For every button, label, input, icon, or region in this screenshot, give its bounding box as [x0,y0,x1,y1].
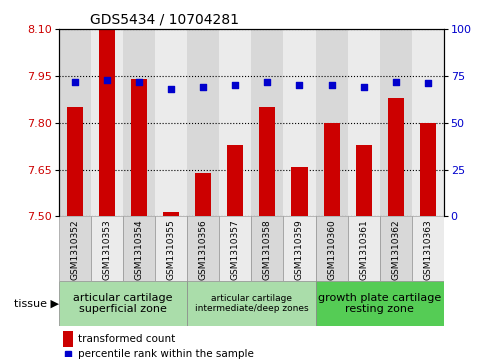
Point [199,84,207,90]
Bar [59,29,91,216]
Point [231,82,239,88]
Bar [251,216,283,281]
Point [167,86,176,92]
Text: GSM1310352: GSM1310352 [70,220,80,280]
Bar [348,216,380,281]
Text: GSM1310362: GSM1310362 [391,220,400,280]
Bar [131,79,147,216]
Bar [316,281,444,326]
Bar [67,107,83,216]
Bar [59,216,91,281]
Point [327,82,335,88]
Bar [283,216,316,281]
Point [71,79,79,85]
Text: percentile rank within the sample: percentile rank within the sample [78,349,254,359]
Point [391,79,399,85]
Bar [251,29,283,216]
Bar [91,216,123,281]
Bar [387,98,404,216]
Text: GSM1310357: GSM1310357 [231,220,240,281]
Text: GDS5434 / 10704281: GDS5434 / 10704281 [90,12,239,26]
Bar [283,29,316,216]
Bar [187,216,219,281]
Bar [195,173,211,216]
Text: GSM1310354: GSM1310354 [135,220,144,280]
Text: GSM1310358: GSM1310358 [263,220,272,281]
Bar [187,29,219,216]
Bar [316,29,348,216]
Bar [123,216,155,281]
Text: growth plate cartilage
resting zone: growth plate cartilage resting zone [318,293,441,314]
Bar [412,29,444,216]
Bar [380,216,412,281]
Bar [155,29,187,216]
Text: GSM1310360: GSM1310360 [327,220,336,281]
Text: transformed count: transformed count [78,334,176,344]
Bar [63,331,72,347]
Text: GSM1310353: GSM1310353 [103,220,112,281]
Bar [227,144,244,216]
Point [103,77,111,82]
Text: GSM1310361: GSM1310361 [359,220,368,281]
Bar [219,29,251,216]
Bar [59,281,187,326]
Point [359,84,367,90]
Point [263,79,271,85]
Bar [316,216,348,281]
Bar [91,29,123,216]
Bar [187,281,316,326]
Bar [155,216,187,281]
Text: tissue ▶: tissue ▶ [13,298,59,309]
Bar [123,29,155,216]
Text: GSM1310356: GSM1310356 [199,220,208,281]
Bar [420,123,436,216]
Text: articular cartilage
superficial zone: articular cartilage superficial zone [73,293,173,314]
Bar [348,29,380,216]
Text: GSM1310359: GSM1310359 [295,220,304,281]
Bar [163,212,179,216]
Bar [412,216,444,281]
Text: GSM1310363: GSM1310363 [423,220,432,281]
Point [423,81,432,86]
Text: GSM1310355: GSM1310355 [167,220,176,281]
Bar [99,29,115,216]
Point [135,79,143,85]
Point [295,82,303,88]
Text: articular cartilage
intermediate/deep zones: articular cartilage intermediate/deep zo… [195,294,308,313]
Bar [259,107,276,216]
Bar [355,144,372,216]
Bar [291,167,308,216]
Bar [380,29,412,216]
Bar [323,123,340,216]
Bar [219,216,251,281]
